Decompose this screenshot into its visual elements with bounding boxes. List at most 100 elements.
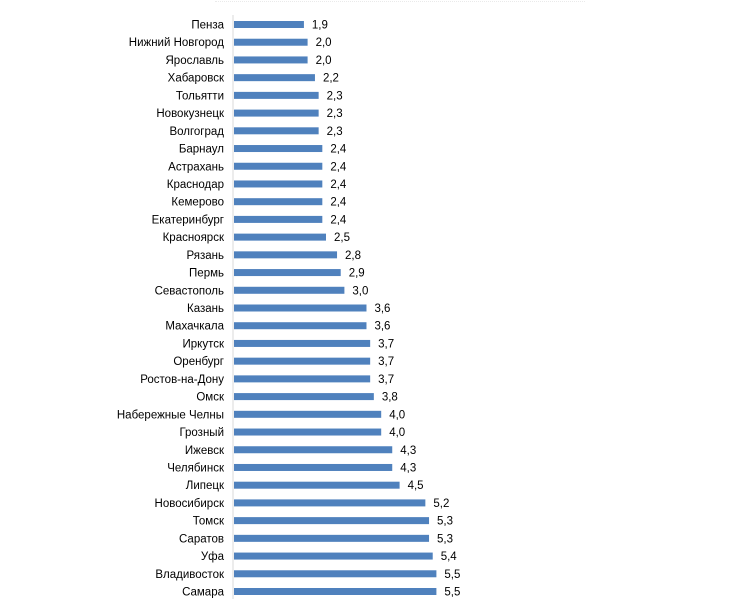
- bar: [234, 393, 374, 401]
- category-label: Томск: [193, 516, 225, 528]
- category-label: Ижевск: [185, 445, 225, 457]
- value-label: 2,2: [323, 73, 339, 85]
- bar: [234, 446, 393, 454]
- value-label: 2,3: [327, 126, 343, 138]
- category-label: Казань: [187, 303, 224, 315]
- category-label: Челябинск: [167, 462, 225, 474]
- category-label: Рязань: [186, 250, 224, 262]
- category-label: Екатеринбург: [152, 214, 224, 226]
- bar: [234, 91, 319, 99]
- value-label: 2,3: [327, 108, 343, 120]
- bar: [234, 481, 400, 489]
- category-label: Махачкала: [165, 321, 224, 333]
- bar: [234, 286, 345, 294]
- bar: [234, 463, 393, 471]
- category-label: Нижний Новгород: [129, 37, 225, 49]
- value-label: 2,4: [330, 179, 347, 191]
- bar: [234, 127, 319, 135]
- value-label: 3,8: [382, 392, 398, 404]
- value-label: 3,0: [352, 285, 368, 297]
- value-label: 2,4: [330, 214, 347, 226]
- value-label: 3,7: [378, 374, 394, 386]
- bar: [234, 74, 315, 82]
- category-label: Новосибирск: [155, 498, 225, 510]
- bar: [234, 570, 437, 578]
- value-label: 2,0: [316, 37, 332, 49]
- bar: [234, 145, 323, 153]
- category-label: Хабаровск: [168, 73, 225, 85]
- category-label: Севастополь: [155, 285, 224, 297]
- category-label: Омск: [196, 392, 225, 404]
- category-label: Саратов: [179, 533, 224, 545]
- value-label: 5,5: [444, 587, 460, 599]
- value-label: 4,3: [400, 445, 416, 457]
- category-label: Самара: [182, 587, 225, 599]
- value-label: 4,3: [400, 462, 416, 474]
- cropped-title-remnant: [215, 0, 585, 2]
- value-label: 2,3: [327, 90, 343, 102]
- bar: [234, 215, 323, 223]
- value-label: 2,5: [334, 232, 350, 244]
- bar: [234, 56, 308, 64]
- value-label: 1,9: [312, 20, 328, 32]
- bar: [234, 357, 371, 365]
- value-label: 5,5: [444, 569, 460, 581]
- bar: [234, 428, 382, 436]
- category-label: Липецк: [186, 480, 225, 492]
- bar: [234, 339, 371, 347]
- bar: [234, 198, 323, 206]
- category-label: Барнаул: [179, 144, 224, 156]
- value-label: 4,5: [408, 480, 424, 492]
- category-label: Ярославль: [166, 55, 225, 67]
- value-label: 5,3: [437, 516, 453, 528]
- bar: [234, 21, 304, 28]
- value-label: 3,7: [378, 338, 394, 350]
- bar: [234, 322, 367, 330]
- value-label: 2,0: [316, 55, 332, 67]
- bar: [234, 534, 430, 542]
- category-label: Пенза: [191, 20, 224, 32]
- category-label: Кемерово: [171, 197, 224, 209]
- category-label: Набережные Челны: [117, 409, 224, 421]
- bar: [234, 410, 382, 418]
- category-label: Иркутск: [183, 338, 225, 350]
- bar: [234, 251, 338, 259]
- bar: [234, 38, 308, 46]
- category-label: Владивосток: [155, 569, 225, 581]
- bar: [234, 269, 341, 277]
- category-label: Ростов-на-Дону: [140, 374, 224, 386]
- value-label: 5,3: [437, 533, 453, 545]
- value-label: 2,4: [330, 197, 347, 209]
- category-label: Пермь: [189, 268, 224, 280]
- value-label: 5,2: [433, 498, 449, 510]
- value-label: 2,4: [330, 161, 347, 173]
- value-label: 3,6: [374, 303, 390, 315]
- category-label: Уфа: [201, 551, 225, 563]
- value-label: 5,4: [441, 551, 458, 563]
- value-label: 4,0: [389, 427, 405, 439]
- bar: [234, 109, 319, 117]
- bar: [234, 233, 326, 241]
- value-label: 3,7: [378, 356, 394, 368]
- category-label: Новокузнецк: [156, 108, 225, 120]
- bar: [234, 517, 430, 525]
- value-label: 2,4: [330, 144, 347, 156]
- category-label: Тольятти: [176, 90, 224, 102]
- value-label: 2,8: [345, 250, 361, 262]
- category-label: Грозный: [179, 427, 224, 439]
- value-label: 3,6: [374, 321, 390, 333]
- bar: [234, 588, 437, 595]
- bar: [234, 162, 323, 170]
- category-label: Краснодар: [167, 179, 224, 191]
- category-label: Оренбург: [173, 356, 224, 368]
- bar: [234, 180, 323, 188]
- value-label: 4,0: [389, 409, 405, 421]
- category-label: Волгоград: [169, 126, 224, 138]
- category-label: Астрахань: [168, 161, 224, 173]
- category-label: Красноярск: [163, 232, 225, 244]
- bar: [234, 375, 371, 383]
- bar: [234, 552, 433, 560]
- bar: [234, 304, 367, 312]
- value-label: 2,9: [349, 268, 365, 280]
